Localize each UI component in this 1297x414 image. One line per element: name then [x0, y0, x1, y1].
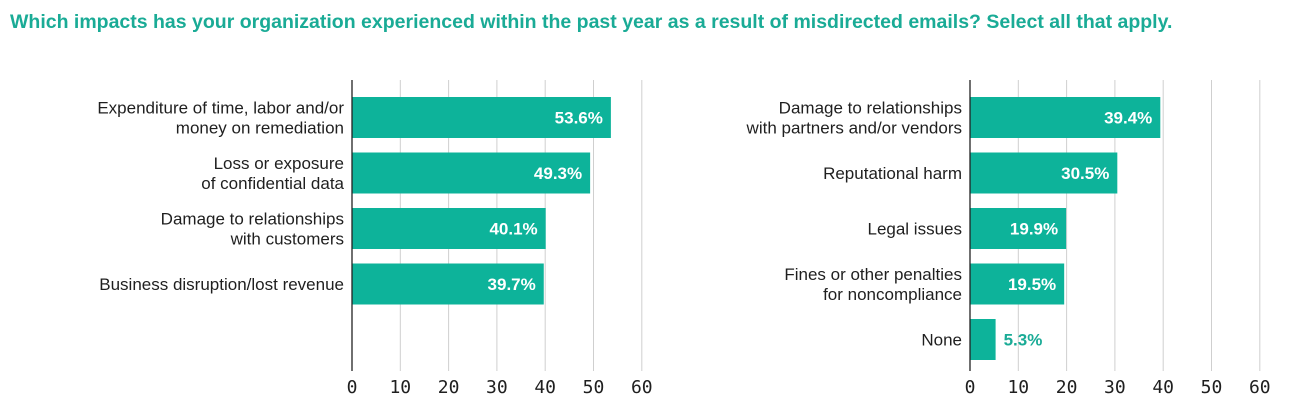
left-tick-label: 60	[631, 377, 653, 398]
left-tick-label: 0	[347, 377, 358, 398]
left-category-label-line: money on remediation	[176, 119, 344, 138]
left-bar	[352, 97, 611, 138]
left-bar	[352, 152, 591, 194]
right-value-label: 19.9%	[1010, 220, 1058, 239]
right-bar	[970, 152, 1118, 194]
left-category-label: Damage to relationships with customers	[161, 210, 344, 249]
right-tick-label: 20	[1056, 377, 1078, 398]
left-value-label: 53.6%	[555, 109, 603, 128]
right-category-label: Legal issues	[867, 220, 962, 239]
right-bar	[970, 319, 996, 360]
left-category-label: Business disruption/lost revenue	[99, 275, 344, 294]
right-value-label: 30.5%	[1061, 164, 1109, 183]
chart-question-title: Which impacts has your organization expe…	[10, 11, 1173, 33]
right-category-label-line: Legal issues	[867, 220, 962, 239]
left-category-label-line: Expenditure of time, labor and/or	[97, 99, 344, 118]
left-category-label-line: Loss or exposure	[214, 154, 344, 173]
right-bar	[970, 263, 1065, 305]
left-value-label: 40.1%	[489, 220, 537, 239]
left-category-label: Expenditure of time, labor and/or money o…	[97, 99, 344, 138]
right-tick-label: 0	[965, 377, 976, 398]
right-tick-label: 60	[1249, 377, 1271, 398]
right-category-label-line: for noncompliance	[823, 285, 962, 304]
right-category-label-line: Damage to relationships	[779, 99, 962, 118]
left-tick-label: 10	[389, 377, 411, 398]
right-category-label-line: None	[921, 331, 962, 350]
right-category-label-line: Fines or other penalties	[784, 265, 962, 284]
left-tick-label: 20	[438, 377, 460, 398]
left-value-label: 39.7%	[488, 275, 536, 294]
left-category-label-line: of confidential data	[201, 174, 344, 193]
right-category-label: Fines or other penalties for noncomplianc…	[784, 265, 962, 304]
right-value-label: 39.4%	[1104, 109, 1152, 128]
left-category-label: Loss or exposure of confidential data	[201, 154, 344, 193]
right-category-label: None	[921, 331, 962, 350]
right-tick-label: 30	[1104, 377, 1126, 398]
right-bar	[970, 97, 1161, 138]
left-bar	[352, 208, 546, 249]
right-tick-label: 50	[1201, 377, 1223, 398]
right-category-label-line: Reputational harm	[823, 164, 962, 183]
left-bar	[352, 263, 544, 305]
right-bar	[970, 208, 1067, 249]
right-value-label: 19.5%	[1008, 275, 1056, 294]
left-category-label-line: Damage to relationships	[161, 210, 344, 229]
right-tick-label: 10	[1007, 377, 1029, 398]
left-category-label-line: with customers	[230, 230, 344, 249]
right-chart: 39.4% Damage to relationships with partner…	[746, 80, 1271, 398]
left-value-label: 49.3%	[534, 164, 582, 183]
right-category-label: Damage to relationships with partners and…	[746, 99, 962, 138]
right-value-label: 5.3%	[1004, 331, 1043, 350]
right-category-label: Reputational harm	[823, 164, 962, 183]
left-tick-label: 50	[583, 377, 605, 398]
left-tick-label: 40	[534, 377, 556, 398]
left-category-label-line: Business disruption/lost revenue	[99, 275, 344, 294]
right-tick-label: 40	[1152, 377, 1174, 398]
right-category-label-line: with partners and/or vendors	[746, 119, 962, 138]
left-chart: 53.6% Expenditure of time, labor and/or mo…	[97, 80, 653, 398]
left-tick-label: 30	[486, 377, 508, 398]
